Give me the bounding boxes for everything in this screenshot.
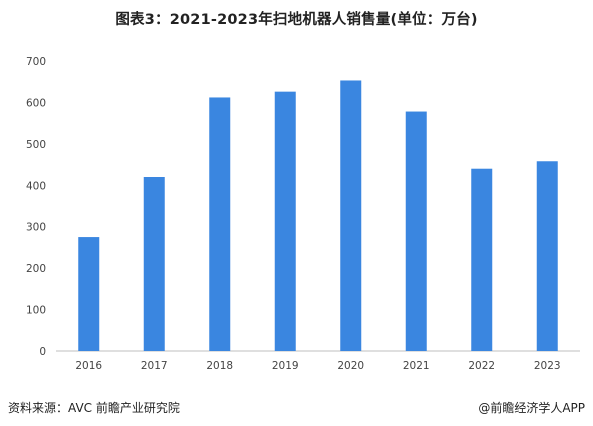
y-tick-label: 700	[26, 56, 46, 68]
bar-2019	[274, 91, 296, 352]
bar-2017	[143, 177, 165, 351]
x-tick-label: 2022	[468, 360, 495, 372]
x-tick-label: 2021	[403, 360, 430, 372]
y-tick-label: 300	[26, 222, 46, 234]
y-tick-label: 400	[26, 180, 46, 192]
bar-2023	[536, 161, 558, 351]
y-tick-label: 100	[26, 305, 46, 317]
y-tick-label: 200	[26, 263, 46, 275]
bar-2021	[405, 111, 427, 352]
x-tick-label: 2016	[75, 360, 102, 372]
bar-2022	[471, 168, 493, 351]
y-tick-label: 500	[26, 139, 46, 151]
y-tick-label: 0	[39, 346, 46, 358]
y-tick-label: 600	[26, 97, 46, 109]
x-axis-ticks: 2016 2017 2018 2019 2020 2021 2022 2023	[75, 360, 560, 372]
x-tick-label: 2020	[337, 360, 364, 372]
x-tick-label: 2017	[141, 360, 168, 372]
y-axis-ticks: 0 100 200 300 400 500 600 700	[26, 56, 46, 358]
x-tick-label: 2023	[534, 360, 561, 372]
bar-2016	[78, 237, 100, 351]
bar-2020	[340, 80, 362, 351]
bars	[78, 80, 558, 352]
bar-2018	[209, 97, 231, 351]
source-note: 资料来源：AVC 前瞻产业研究院	[8, 401, 180, 415]
brand-credit: @前瞻经济学人APP	[478, 401, 585, 415]
x-tick-label: 2019	[272, 360, 299, 372]
x-tick-label: 2018	[206, 360, 233, 372]
chart-title: 图表3：2021-2023年扫地机器人销售量(单位：万台)	[115, 12, 478, 28]
